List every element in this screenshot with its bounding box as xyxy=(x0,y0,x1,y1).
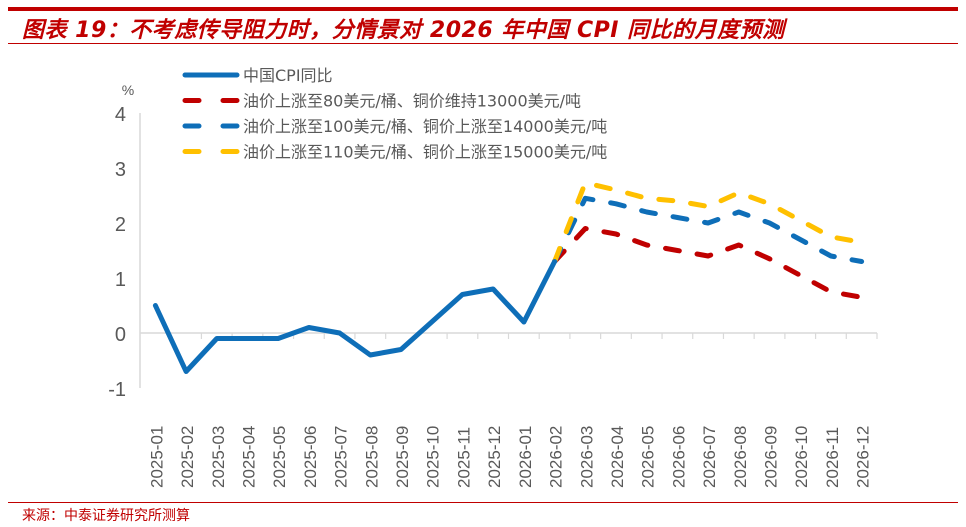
x-tick-label: 2026-08 xyxy=(731,426,750,488)
x-tick-label: 2026-10 xyxy=(792,426,811,488)
data-point xyxy=(736,190,741,195)
data-point xyxy=(644,196,649,201)
data-point xyxy=(767,221,772,226)
y-tick-label: 3 xyxy=(115,159,126,181)
legend-item: 油价上涨至80美元/桶、铜价维持13000美元/吨 xyxy=(182,92,581,111)
x-tick-label: 2025-07 xyxy=(332,426,351,488)
x-tick-label: 2025-11 xyxy=(454,427,473,488)
data-point xyxy=(706,254,711,259)
data-point xyxy=(613,232,618,237)
y-tick-label: 4 xyxy=(115,104,126,126)
data-point xyxy=(583,180,588,185)
series-line-3 xyxy=(552,180,865,264)
series-line-2 xyxy=(552,195,865,264)
data-point xyxy=(767,201,772,206)
x-tick-label: 2025-09 xyxy=(393,426,412,488)
data-point xyxy=(644,243,649,248)
data-point xyxy=(798,218,803,223)
x-tick-label: 2025-08 xyxy=(362,426,381,488)
data-point xyxy=(153,303,158,308)
y-tick-label: 0 xyxy=(115,324,126,346)
axes: % -1 0 1 2 3 4 2025-01 2025-02 2025-03 2025-04 2025… xyxy=(108,82,878,488)
legend-label: 油价上涨至100美元/桶、铜价上涨至14000美元/吨 xyxy=(243,117,607,136)
data-point xyxy=(276,336,281,341)
data-point xyxy=(460,292,465,297)
data-point xyxy=(368,353,373,358)
data-point xyxy=(675,199,680,204)
title-bottom-rule xyxy=(8,43,958,44)
data-point xyxy=(491,287,496,292)
data-point xyxy=(798,273,803,278)
data-point xyxy=(644,210,649,215)
data-point xyxy=(583,196,588,201)
source-note: 来源：中泰证券研究所测算 xyxy=(22,508,190,524)
data-point xyxy=(675,248,680,253)
data-point xyxy=(337,331,342,336)
legend-label: 中国CPI同比 xyxy=(243,66,333,85)
legend-item: 中国CPI同比 xyxy=(182,66,333,85)
data-point xyxy=(767,256,772,261)
data-point xyxy=(859,240,864,245)
data-point xyxy=(828,234,833,239)
data-point xyxy=(583,226,588,231)
legend-item: 油价上涨至100美元/桶、铜价上涨至14000美元/吨 xyxy=(182,117,607,136)
data-point xyxy=(521,320,526,325)
x-tick-label: 2025-01 xyxy=(147,426,166,488)
data-point xyxy=(399,347,404,352)
x-tick-label: 2026-04 xyxy=(608,426,627,488)
title-top-rule xyxy=(8,7,958,11)
data-point xyxy=(736,243,741,248)
x-tick-label: 2025-06 xyxy=(301,426,320,488)
data-point xyxy=(828,254,833,259)
chart-title: 图表 19：不考虑传导阻力时，分情景对 2026 年中国 CPI 同比的月度预测 xyxy=(22,18,785,43)
series-layer xyxy=(152,180,865,374)
series-line-0 xyxy=(152,259,558,374)
x-tick-label: 2025-05 xyxy=(270,426,289,488)
x-tick-label: 2026-03 xyxy=(577,426,596,488)
x-tick-label: 2026-09 xyxy=(762,426,781,488)
data-point xyxy=(214,336,219,341)
x-tick-label: 2026-01 xyxy=(516,426,535,488)
legend: 中国CPI同比油价上涨至80美元/桶、铜价维持13000美元/吨油价上涨至100… xyxy=(182,66,607,162)
data-point xyxy=(736,210,741,215)
x-tick-label: 2025-10 xyxy=(424,426,443,488)
source-top-rule xyxy=(8,502,958,503)
y-tick-label: 2 xyxy=(115,214,126,236)
x-tick-label: 2025-12 xyxy=(485,426,504,488)
x-tick-label: 2025-04 xyxy=(239,426,258,488)
data-point xyxy=(613,201,618,206)
data-point xyxy=(859,259,864,264)
legend-label: 油价上涨至110美元/桶、铜价上涨至15000美元/吨 xyxy=(243,143,607,162)
y-tick-label: 1 xyxy=(115,269,126,291)
y-axis-unit-label: % xyxy=(122,82,134,98)
data-point xyxy=(245,336,250,341)
data-point xyxy=(706,204,711,209)
data-point xyxy=(429,320,434,325)
x-tick-label: 2026-07 xyxy=(700,426,719,488)
legend-label: 油价上涨至80美元/桶、铜价维持13000美元/吨 xyxy=(243,92,581,111)
x-tick-label: 2025-03 xyxy=(209,426,228,488)
legend-item: 油价上涨至110美元/桶、铜价上涨至15000美元/吨 xyxy=(182,143,607,162)
data-point xyxy=(798,237,803,242)
x-tick-label: 2025-02 xyxy=(178,426,197,488)
data-point xyxy=(706,221,711,226)
x-tick-label: 2026-06 xyxy=(669,426,688,488)
data-point xyxy=(552,259,557,264)
data-point xyxy=(828,289,833,294)
x-tick-label: 2026-05 xyxy=(639,426,658,488)
x-tick-label: 2026-12 xyxy=(854,426,873,488)
data-point xyxy=(184,369,189,374)
y-tick-label: -1 xyxy=(108,379,126,401)
x-tick-label: 2026-11 xyxy=(823,427,842,488)
data-point xyxy=(859,295,864,300)
x-tick-label: 2026-02 xyxy=(547,426,566,488)
data-point xyxy=(306,325,311,330)
data-point xyxy=(675,215,680,220)
data-point xyxy=(613,188,618,193)
series-line-1 xyxy=(552,226,865,300)
